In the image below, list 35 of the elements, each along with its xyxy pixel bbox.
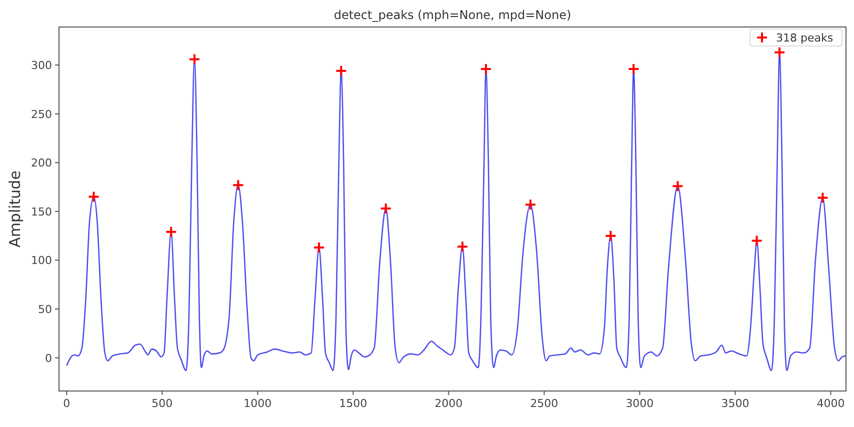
x-tick-label: 3500	[721, 397, 750, 410]
y-tick-label: 300	[31, 59, 52, 72]
x-tick-label: 2500	[530, 397, 558, 410]
y-tick-label: 50	[38, 303, 52, 316]
y-tick-label: 150	[31, 205, 52, 218]
point	[88, 190, 100, 203]
x-tick-label: 1000	[244, 397, 272, 410]
point	[774, 46, 786, 58]
y-tick-label: 250	[31, 108, 52, 121]
point	[232, 179, 244, 192]
x-tick-label: 1500	[339, 397, 368, 410]
y-tick-label: 200	[31, 156, 52, 170]
point	[380, 202, 392, 215]
point	[312, 242, 325, 254]
legend-label: 318 peaks	[776, 32, 834, 44]
x-tick-label: 500	[152, 397, 173, 410]
point	[816, 192, 829, 204]
point	[604, 230, 617, 242]
point	[335, 64, 348, 77]
point	[165, 226, 178, 238]
point	[750, 234, 763, 247]
point	[480, 62, 492, 75]
point	[524, 198, 536, 211]
x-tick-label: 3000	[626, 397, 654, 410]
point	[456, 240, 468, 253]
y-axis-title: Amplitude	[6, 170, 24, 248]
y-tick-label: 100	[31, 254, 52, 268]
point	[628, 62, 640, 75]
point	[672, 180, 684, 192]
x-tick-label: 2000	[434, 397, 463, 410]
point	[188, 53, 200, 66]
x-tick-label: 0	[63, 397, 70, 410]
chart-title: detect_peaks (mph=None, mpd=None)	[334, 8, 572, 22]
y-tick-label: 0	[45, 352, 52, 365]
x-tick-label: 4000	[816, 397, 845, 410]
